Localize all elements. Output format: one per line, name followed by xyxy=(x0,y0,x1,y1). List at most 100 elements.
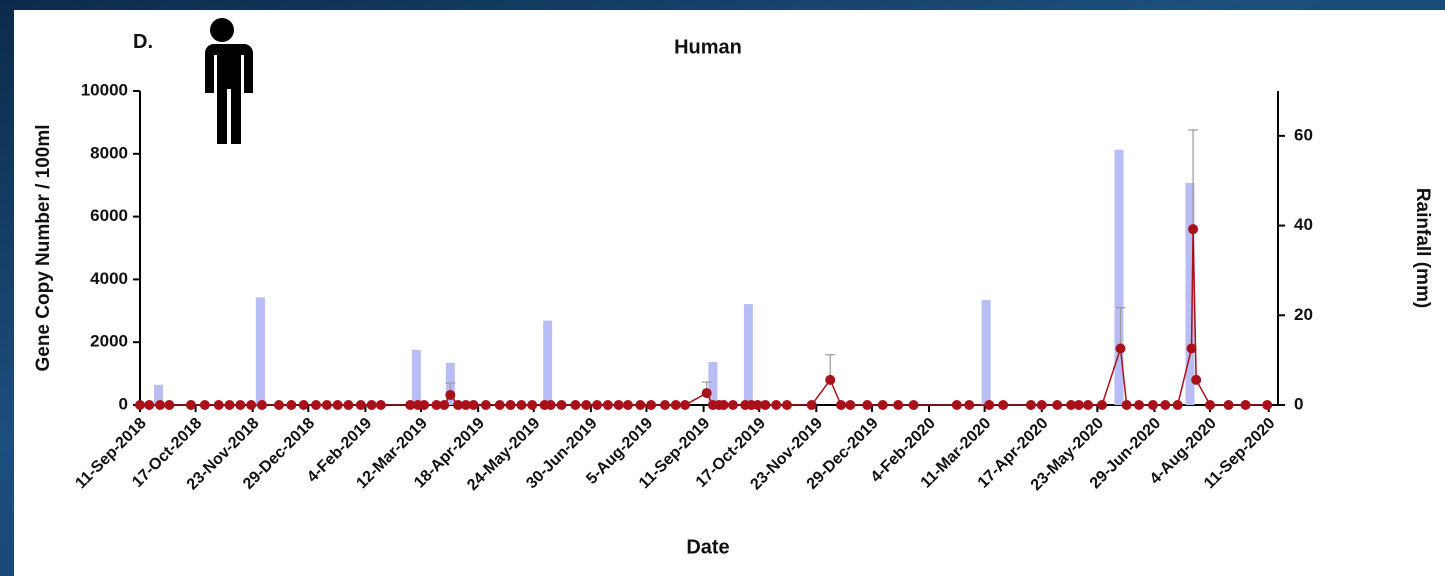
gene-point xyxy=(806,400,817,410)
gene-point xyxy=(405,400,416,410)
gene-point xyxy=(298,400,309,410)
gene-point xyxy=(199,400,210,410)
gene-point xyxy=(286,400,297,410)
rain-bar xyxy=(708,361,718,405)
gene-point xyxy=(311,400,322,410)
gene-point xyxy=(1147,400,1158,410)
gene-point xyxy=(760,400,771,410)
gene-point xyxy=(581,400,592,410)
gene-point xyxy=(635,400,646,410)
gene-point xyxy=(431,400,442,410)
gene-point xyxy=(505,400,516,410)
gene-point xyxy=(1188,224,1199,235)
gene-point xyxy=(321,400,332,410)
gene-point xyxy=(527,400,538,410)
y-tick-label: 10000 xyxy=(81,80,128,99)
gene-point xyxy=(602,400,613,410)
gene-point xyxy=(246,400,257,410)
gene-point xyxy=(1191,374,1202,385)
rain-bar xyxy=(154,384,164,405)
gene-point xyxy=(670,400,681,410)
gene-point xyxy=(343,400,354,410)
y2-tick-label: 40 xyxy=(1294,215,1313,234)
gene-point xyxy=(1096,400,1107,410)
human-icon xyxy=(200,18,253,144)
gene-point xyxy=(998,400,1009,410)
y2-tick-label: 20 xyxy=(1294,305,1313,324)
y2-tick-label: 60 xyxy=(1294,125,1313,144)
gene-point xyxy=(332,400,343,410)
y2-tick-label: 0 xyxy=(1294,394,1303,413)
gene-point xyxy=(1036,400,1047,410)
gene-point xyxy=(877,400,888,410)
y-tick-label: 2000 xyxy=(90,332,128,351)
gene-point xyxy=(445,389,456,400)
y2-axis-label: Rainfall (mm) xyxy=(1412,188,1433,308)
gene-point xyxy=(1115,343,1126,354)
y-tick-label: 6000 xyxy=(90,206,128,225)
gene-point xyxy=(355,400,366,410)
rain-bar xyxy=(411,349,421,405)
gene-point xyxy=(771,400,782,410)
rain-bar xyxy=(1114,149,1124,405)
gene-point xyxy=(964,400,975,410)
gene-point xyxy=(453,400,464,410)
error-bar xyxy=(1188,129,1199,230)
gene-point xyxy=(419,400,430,410)
gene-point xyxy=(825,374,836,385)
gene-point xyxy=(1073,400,1084,410)
rain-bar xyxy=(255,297,265,405)
gene-point xyxy=(622,400,633,410)
gene-point xyxy=(235,400,246,410)
gene-point xyxy=(366,400,377,410)
gene-point xyxy=(1240,400,1251,410)
panel xyxy=(14,10,1445,576)
chart-title: Human xyxy=(674,36,742,58)
gene-point xyxy=(155,400,166,410)
rain-bar xyxy=(981,300,991,405)
gene-point xyxy=(718,400,729,410)
gene-point xyxy=(135,400,145,410)
gene-point xyxy=(375,400,386,410)
gene-point xyxy=(273,400,284,410)
gene-point xyxy=(1134,400,1145,410)
gene-line xyxy=(140,229,1268,406)
gene-point xyxy=(468,400,479,410)
gene-point xyxy=(1205,400,1216,410)
panel-label: D. xyxy=(133,31,153,53)
gene-point xyxy=(613,400,624,410)
gene-point xyxy=(680,400,691,410)
error-bar xyxy=(1115,307,1126,349)
gene-point xyxy=(701,388,712,399)
gene-point xyxy=(646,400,657,410)
gene-point xyxy=(1186,343,1197,354)
y-tick-label: 4000 xyxy=(90,269,128,288)
gene-point xyxy=(984,400,995,410)
gene-point xyxy=(144,400,155,410)
gene-point xyxy=(893,400,904,410)
gene-point xyxy=(836,400,847,410)
gene-point xyxy=(1160,400,1171,410)
gene-point xyxy=(1052,400,1063,410)
gene-point xyxy=(752,400,763,410)
gene-point xyxy=(781,400,792,410)
gene-point xyxy=(164,400,175,410)
gene-point xyxy=(545,400,556,410)
gene-point xyxy=(185,400,196,410)
gene-point xyxy=(1083,400,1094,410)
gene-point xyxy=(659,400,670,410)
rain-bar xyxy=(1185,182,1195,405)
gene-point xyxy=(256,400,267,410)
gene-point xyxy=(845,400,856,410)
gene-point xyxy=(516,400,527,410)
gene-point xyxy=(908,400,919,410)
x-axis-label: Date xyxy=(686,536,729,558)
gene-point xyxy=(727,400,738,410)
gene-point xyxy=(556,400,567,410)
gene-point xyxy=(494,400,505,410)
gene-point xyxy=(570,400,581,410)
gene-point xyxy=(1223,400,1234,410)
y-tick-label: 8000 xyxy=(90,143,128,162)
gene-point xyxy=(460,400,471,410)
